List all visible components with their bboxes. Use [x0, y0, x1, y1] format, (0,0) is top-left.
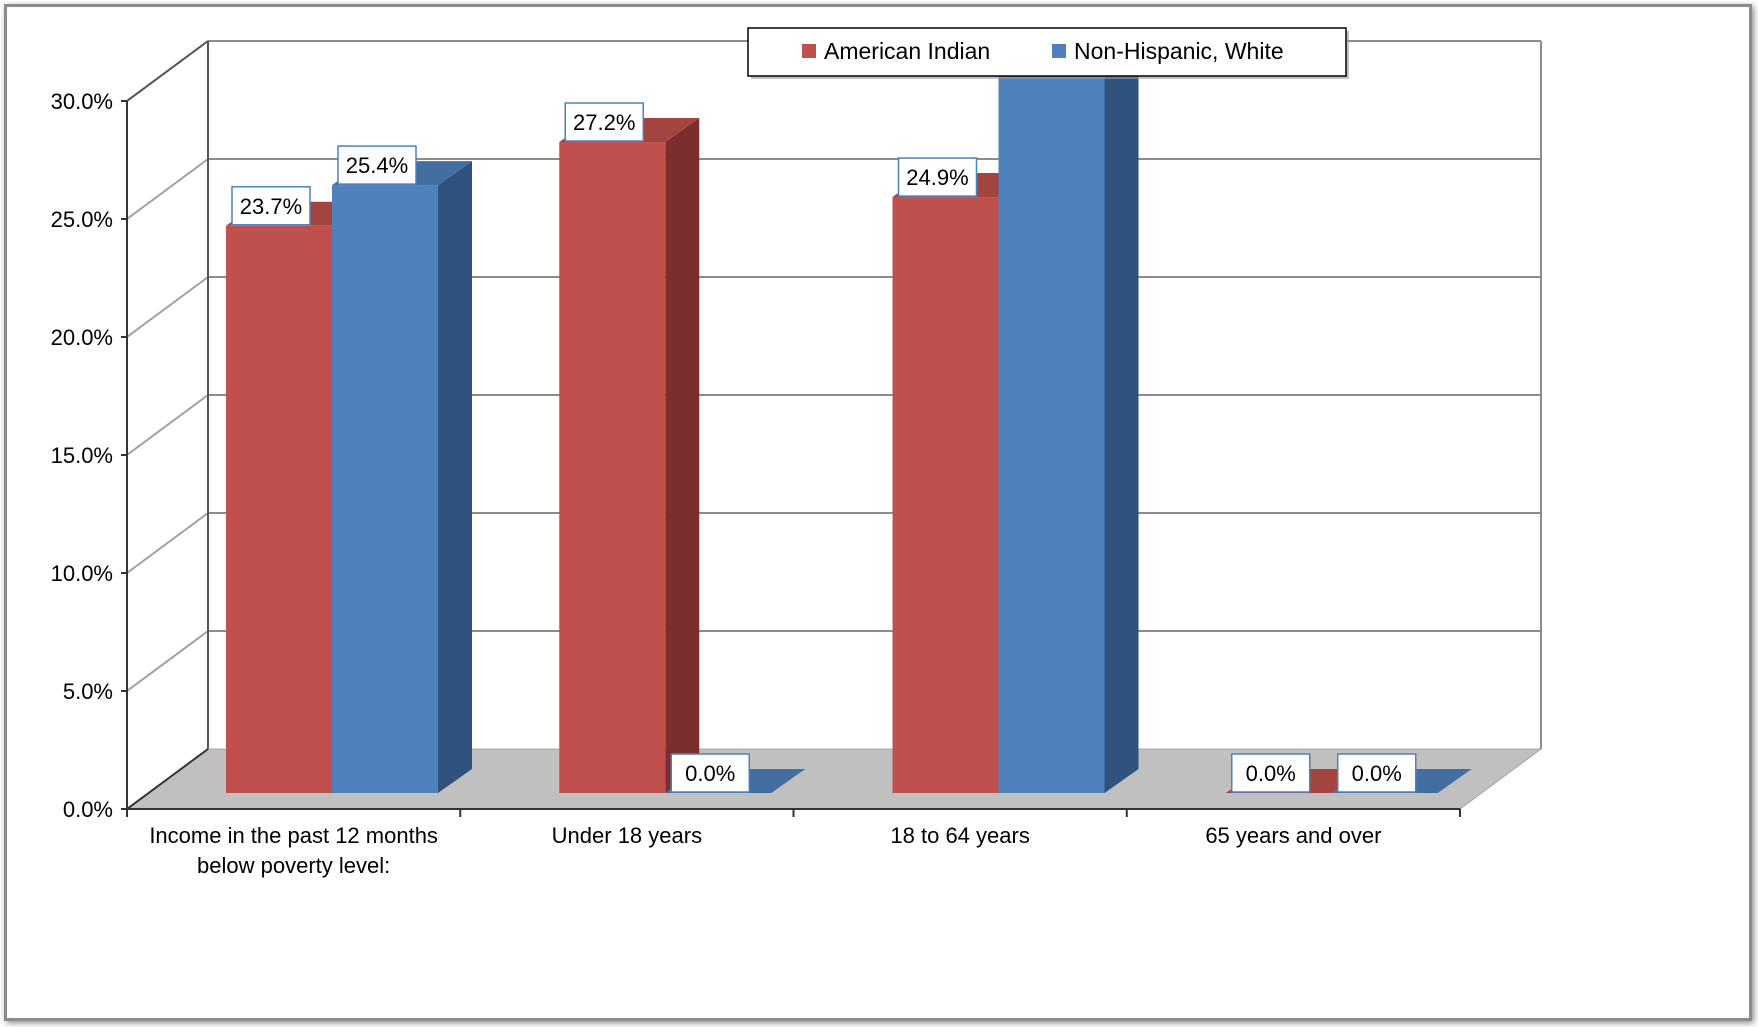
top-side-edge [127, 41, 208, 101]
data-label: 0.0% [685, 761, 735, 786]
legend-label: American Indian [824, 38, 990, 64]
gridline-side [127, 277, 208, 337]
data-label: 25.4% [346, 153, 408, 178]
y-tick-label: 10.0% [51, 561, 113, 586]
legend-swatch [1052, 44, 1066, 58]
x-category-label: Under 18 years [552, 823, 702, 848]
x-category-label: Income in the past 12 months [149, 823, 438, 848]
y-tick-label: 15.0% [51, 443, 113, 468]
gridline-side [127, 159, 208, 219]
bar-side [665, 118, 699, 793]
data-label: 27.2% [573, 110, 635, 135]
x-category-label: below poverty level: [197, 853, 390, 878]
bar [226, 226, 332, 793]
data-label: 23.7% [240, 194, 302, 219]
x-category-label: 65 years and over [1205, 823, 1381, 848]
data-label: 24.9% [906, 165, 968, 190]
y-tick-label: 20.0% [51, 325, 113, 350]
bar [893, 197, 999, 793]
legend-label: Non-Hispanic, White [1074, 38, 1284, 64]
bar [999, 70, 1105, 793]
legend: American Indian Non-Hispanic, White [748, 28, 1349, 79]
y-tick-label: 30.0% [51, 89, 113, 114]
y-tick-label: 0.0% [63, 797, 113, 822]
y-tick-label: 25.0% [51, 207, 113, 232]
gridline-side [127, 513, 208, 573]
gridline-side [127, 631, 208, 691]
x-category-label: 18 to 64 years [890, 823, 1029, 848]
gridline-side [127, 395, 208, 455]
bar-chart-3d: 0.0% 5.0% 10.0% 15.0% 20.0% 25.0% 30.0% Income … [7, 7, 1749, 1018]
bar [332, 185, 438, 793]
y-tick-label: 5.0% [63, 679, 113, 704]
data-label: 0.0% [1246, 761, 1296, 786]
chart-frame: 0.0% 5.0% 10.0% 15.0% 20.0% 25.0% 30.0% Income … [4, 4, 1752, 1021]
bar-side [1105, 46, 1139, 793]
legend-swatch [802, 44, 816, 58]
data-label: 0.0% [1352, 761, 1402, 786]
bar-side [438, 161, 472, 793]
bar [559, 142, 665, 793]
